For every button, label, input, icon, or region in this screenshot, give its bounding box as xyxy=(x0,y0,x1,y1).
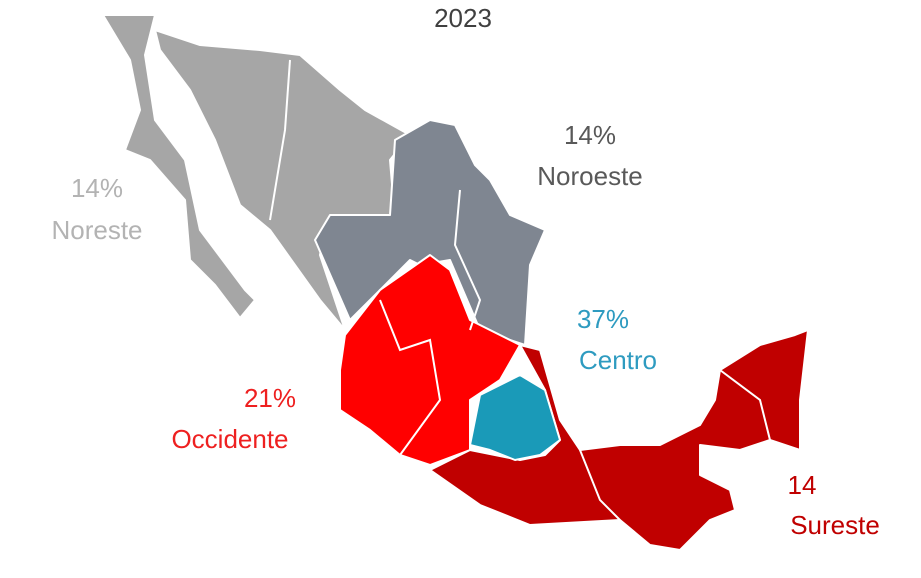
state-border xyxy=(579,449,621,521)
region-value: 14 xyxy=(788,470,817,500)
region-centro xyxy=(469,374,561,461)
state-border xyxy=(379,299,442,456)
region-value: 21% xyxy=(244,383,296,413)
region-sureste xyxy=(429,329,809,551)
state-border xyxy=(269,59,291,221)
region-noreste-peninsula xyxy=(102,14,256,319)
map-title: 2023 xyxy=(434,3,492,33)
state-border xyxy=(453,189,482,331)
region-value: 14% xyxy=(71,173,123,203)
region-name: Centro xyxy=(579,345,657,375)
region-occidente xyxy=(339,254,521,466)
region-name: Noroeste xyxy=(537,161,643,191)
region-value: 14% xyxy=(564,120,616,150)
region-name: Occidente xyxy=(171,424,288,454)
mexico-map xyxy=(102,14,809,551)
region-name: Sureste xyxy=(790,510,880,540)
region-value: 37% xyxy=(577,304,629,334)
region-name: Noreste xyxy=(51,215,142,245)
state-border xyxy=(719,369,771,441)
